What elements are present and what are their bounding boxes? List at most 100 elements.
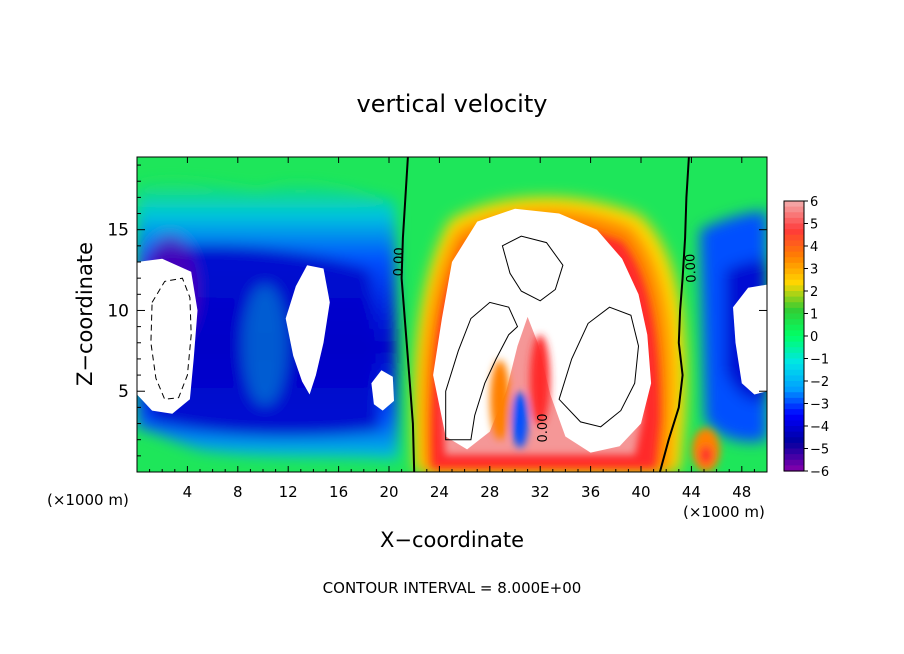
contour-interval-footer: CONTOUR INTERVAL = 8.000E+00	[323, 579, 582, 597]
x-tick-label: 48	[732, 483, 751, 501]
colorbar-cell	[784, 201, 804, 208]
y-tick-label: 5	[118, 382, 129, 402]
colorbar-tick-label: −1	[810, 353, 829, 368]
contour-line-dashed-west	[150, 277, 192, 400]
white-region-east	[733, 284, 767, 395]
colorbar-cell	[784, 279, 804, 286]
white-region-mid	[285, 265, 330, 395]
contour-label: 0.00	[536, 414, 551, 443]
x-tick-label: 12	[279, 483, 298, 501]
colorbar-cell	[784, 448, 804, 455]
x-tick-label: 40	[631, 483, 650, 501]
colorbar-cell	[784, 223, 804, 230]
colorbar-cell	[784, 206, 804, 213]
colorbar-cell	[784, 392, 804, 399]
plume-white-region	[433, 208, 652, 453]
colorbar-tick-label: 6	[810, 195, 818, 210]
colorbar-cell	[784, 397, 804, 405]
colorbar-cell	[784, 229, 804, 236]
y-tick-label: 10	[107, 301, 129, 321]
white-region-west	[137, 258, 198, 414]
heatmap-plot	[137, 157, 767, 472]
x-axis-unit-right: (×1000 m)	[683, 503, 765, 521]
colorbar-cell	[784, 414, 804, 421]
colorbar-cell	[784, 274, 804, 281]
colorbar-cell	[784, 268, 804, 275]
colorbar-cell	[784, 217, 804, 225]
white-region-small	[371, 370, 394, 411]
colorbar-cell	[784, 381, 804, 388]
colorbar-tick-label: −4	[810, 420, 829, 435]
contour-line-zero-east	[658, 157, 690, 472]
colorbar-tick-label: −6	[810, 465, 829, 480]
colorbar-cell	[784, 234, 804, 241]
contour-line-updraft-core-3	[558, 306, 640, 428]
contour-line-updraft-core-2	[445, 301, 519, 441]
colorbar-tick-label: −3	[810, 398, 829, 413]
colorbar-cell	[784, 341, 804, 348]
colorbar-tick-label: 4	[810, 240, 818, 255]
colorbar: 6 5 4 3 2 1 0 −1 −2 −3 −4 −5 −6	[783, 195, 829, 480]
colorbar-tick-label: 0	[810, 330, 818, 345]
colorbar-cell	[784, 330, 804, 337]
y-axis-label: Z−coordinate	[73, 242, 97, 386]
colorbar-tick-label: 2	[810, 285, 818, 300]
x-tick-label: 24	[430, 483, 449, 501]
colorbar-cell	[784, 431, 804, 438]
colorbar-cell	[784, 324, 804, 331]
x-tick-label: 44	[682, 483, 701, 501]
colorbar-cell	[784, 375, 804, 382]
colorbar-tick-label: 1	[810, 308, 818, 323]
contour-labels: 0.00 0.00 0.00	[392, 247, 700, 442]
colorbar-cell	[784, 358, 804, 365]
colorbar-cell	[784, 246, 804, 253]
contour-label: 0.00	[683, 253, 699, 283]
colorbar-cell	[784, 313, 804, 320]
contour-label: 0.00	[392, 247, 408, 276]
colorbar-cell	[784, 369, 804, 376]
colorbar-cell	[784, 291, 804, 298]
colorbar-cell	[784, 302, 804, 309]
x-tick-label: 16	[329, 483, 348, 501]
x-tick-label: 36	[581, 483, 600, 501]
colorbar-cell	[784, 307, 804, 315]
contour-line-zero-west	[400, 157, 416, 472]
colorbar-cell	[784, 212, 804, 219]
x-tick-label: 4	[183, 483, 193, 501]
x-tick-label: 20	[379, 483, 398, 501]
colorbar-cell	[784, 285, 804, 292]
colorbar-tick-label: 5	[810, 218, 818, 233]
colorbar-cell	[784, 459, 804, 466]
x-tick-label: 32	[531, 483, 550, 501]
colorbar-cell	[784, 319, 804, 326]
colorbar-cell	[784, 336, 804, 343]
colorbar-cell	[784, 296, 804, 303]
colorbar-cell	[784, 240, 804, 247]
x-tick-label: 28	[480, 483, 499, 501]
y-axis: 5 10 15	[107, 164, 767, 457]
contour-lines	[150, 157, 690, 472]
colorbar-tick-label: −5	[810, 443, 829, 458]
colorbar-cell	[784, 347, 804, 354]
x-tick-label: 8	[233, 483, 243, 501]
colorbar-cell	[784, 251, 804, 258]
x-axis-label: X−coordinate	[380, 528, 524, 552]
white-regions	[137, 208, 767, 453]
contour-line-updraft-core-1	[501, 235, 564, 302]
colorbar-cell	[784, 420, 804, 427]
colorbar-cell	[784, 465, 804, 472]
colorbar-tick-label: 3	[810, 263, 818, 278]
colorbar-cell	[784, 426, 804, 433]
colorbar-cell	[784, 386, 804, 393]
colorbar-cell	[784, 352, 804, 360]
colorbar-cell	[784, 454, 804, 461]
colorbar-cell	[784, 409, 804, 416]
colorbar-cell	[784, 437, 804, 444]
x-axis-unit-left: (×1000 m)	[47, 491, 129, 509]
colorbar-cell	[784, 364, 804, 371]
x-axis: 4 8 12 16 20 24 28 32 36 40 44 48	[149, 157, 755, 501]
colorbar-cell	[784, 257, 804, 264]
chart-title: vertical velocity	[357, 90, 548, 118]
colorbar-cell	[784, 442, 804, 450]
